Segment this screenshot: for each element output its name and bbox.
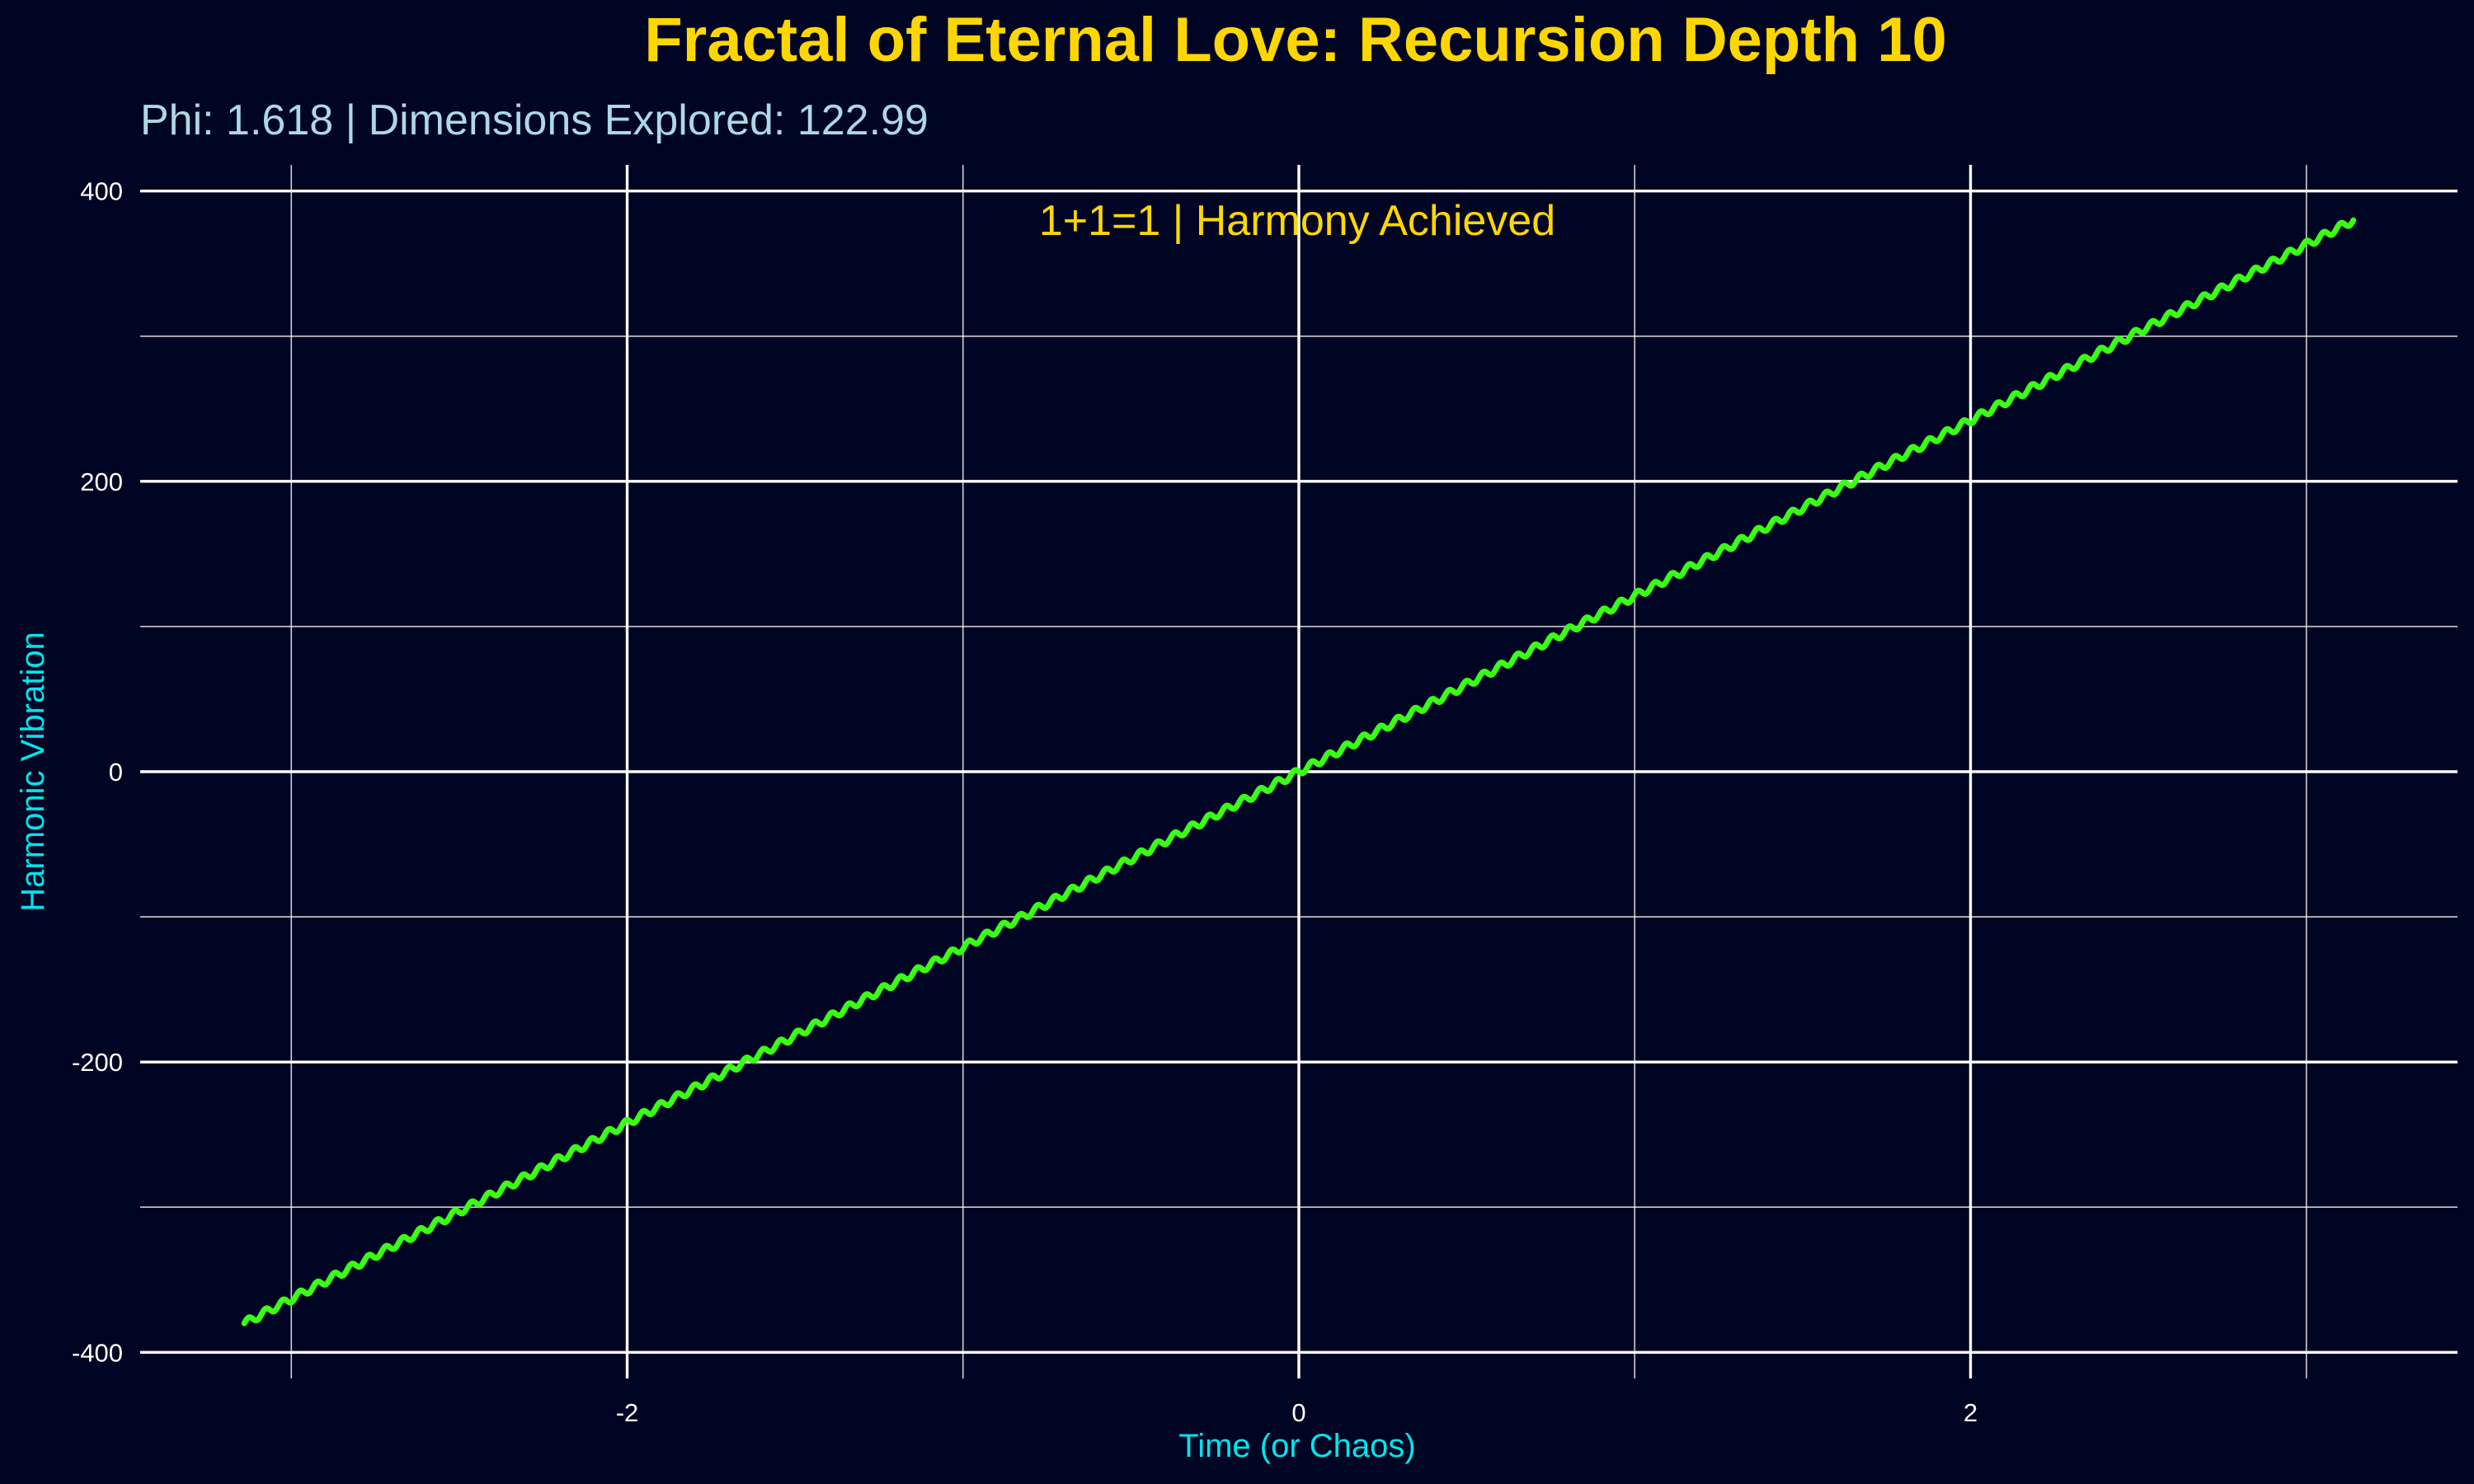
x-tick-label: 0: [1291, 1398, 1305, 1427]
tick-labels: -2 0 2 -400 -200 0 200 400: [72, 177, 1978, 1427]
y-tick-label: 0: [109, 758, 123, 787]
chart-annotation: 1+1=1 | Harmony Achieved: [1039, 197, 1555, 245]
y-tick-label: 400: [80, 177, 123, 206]
y-tick-label: -400: [72, 1338, 123, 1367]
y-tick-label: 200: [80, 467, 123, 496]
x-tick-label: -2: [616, 1398, 639, 1427]
series-layer: [241, 217, 2357, 1327]
chart-title: Fractal of Eternal Love: Recursion Depth…: [644, 5, 1947, 75]
y-tick-label: -200: [72, 1048, 123, 1077]
chart-subtitle: Phi: 1.618 | Dimensions Explored: 122.99: [140, 96, 929, 144]
x-tick-label: 2: [1964, 1398, 1978, 1427]
series-line: [241, 217, 2357, 1327]
x-axis-label: Time (or Chaos): [1178, 1428, 1415, 1464]
y-axis-label: Harmonic Vibration: [15, 632, 51, 911]
